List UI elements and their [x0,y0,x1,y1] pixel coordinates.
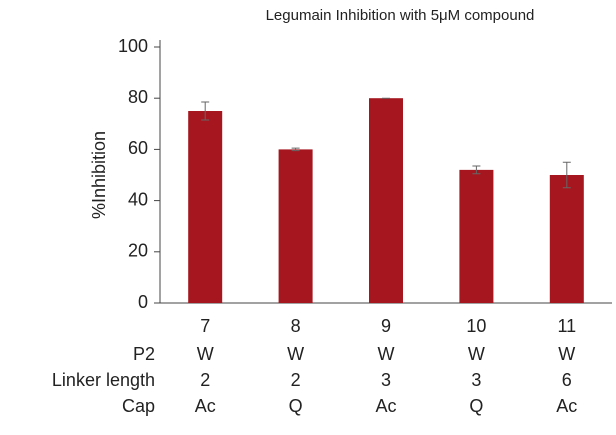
y-tick-label: 80 [128,87,148,107]
error-bar [291,147,300,152]
table-cell: W [558,344,575,364]
table-cell: Q [289,396,303,416]
error-bar [201,101,210,121]
error-bar [562,161,571,189]
table-cell: Ac [195,396,216,416]
chart-title: Legumain Inhibition with 5μM compound [266,7,535,24]
table-cell: Ac [556,396,577,416]
x-tick-label: 8 [291,316,301,336]
x-tick-label: 7 [200,316,210,336]
table-cell: W [468,344,485,364]
error-bar [472,165,481,175]
table-cell: 3 [381,370,391,390]
y-tick-label: 100 [118,36,148,56]
bar [369,98,403,303]
x-tick-label: 10 [466,316,486,336]
bar [278,149,313,303]
y-tick-label: 60 [128,138,148,158]
bar [549,175,584,303]
y-tick-label: 40 [128,189,148,209]
y-axis-label: %Inhibition [89,131,109,219]
bar [188,111,223,303]
table-cell: W [197,344,214,364]
table-cell: 3 [471,370,481,390]
table-cell: W [378,344,395,364]
bar [459,169,494,303]
table-cell: 2 [200,370,210,390]
row-label: Cap [122,396,155,416]
table-cell: W [287,344,304,364]
row-label: P2 [133,344,155,364]
table-cell: 2 [291,370,301,390]
x-tick-label: 11 [557,316,576,336]
x-tick-label: 9 [381,316,391,336]
table-cell: 6 [562,370,572,390]
y-tick-label: 0 [138,292,148,312]
y-tick-label: 20 [128,241,148,261]
table-cell: Q [469,396,483,416]
table-cell: Ac [375,396,396,416]
row-label: Linker length [52,370,155,390]
